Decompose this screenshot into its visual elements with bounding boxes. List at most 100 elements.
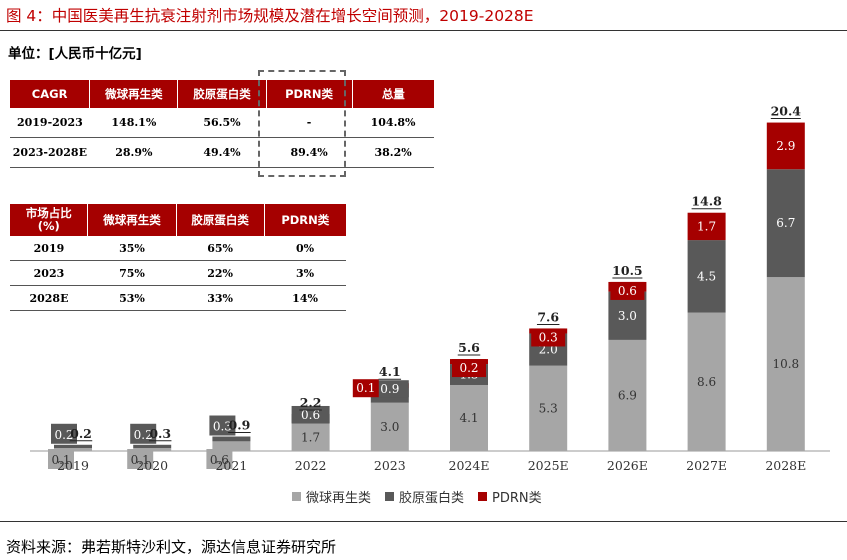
data-label: 6.9: [618, 388, 637, 402]
bar-segment: [687, 240, 726, 313]
table-cell: 65%: [176, 236, 265, 261]
data-label-box: [610, 281, 645, 300]
data-label-box: [127, 449, 154, 469]
data-label: 1.7: [697, 219, 716, 233]
bar-segment: [608, 339, 647, 451]
data-label: 0.2: [54, 428, 73, 442]
bar-segment: [291, 423, 330, 451]
table-cell: 3%: [264, 260, 346, 286]
cagr-header: 总量: [352, 80, 434, 108]
data-label: 2.9: [776, 139, 795, 153]
table-cell: 148.1%: [89, 108, 178, 138]
x-tick-label: 2022: [295, 458, 327, 473]
legend-swatch: [478, 492, 488, 501]
x-tick-label: 2028E: [765, 458, 806, 473]
x-tick-label: 2020: [136, 458, 168, 473]
cagr-header: 胶原蛋白类: [177, 80, 267, 108]
data-label: 0.1: [356, 381, 375, 395]
total-label: 2.2: [300, 395, 322, 410]
data-label: 8.6: [697, 375, 716, 389]
table-cell: 14%: [264, 285, 346, 311]
table-cell: 89.4%: [266, 137, 353, 168]
legend-item: PDRN类: [478, 487, 542, 506]
data-label: 0.1: [131, 453, 150, 467]
x-tick-label: 2027E: [686, 458, 727, 473]
data-label: 0.6: [301, 408, 320, 422]
table-cell: 2019-2023: [10, 108, 90, 138]
table-cell: 22%: [176, 260, 265, 286]
data-label: 1.7: [301, 430, 320, 444]
data-label: 5.3: [539, 401, 558, 415]
legend-item: 微球再生类: [292, 487, 371, 506]
data-label-box: [206, 449, 233, 469]
bar-segment: [212, 441, 251, 451]
share-header: PDRN类: [264, 204, 346, 236]
x-tick-label: 2019: [57, 458, 89, 473]
bar-segment: [370, 402, 409, 451]
data-label: 0.6: [618, 284, 637, 298]
cagr-table: CAGR 微球再生类 胶原蛋白类 PDRN类 总量 2019-2023 148.…: [10, 80, 434, 168]
data-label-box: [531, 328, 566, 347]
data-label-box: [452, 359, 486, 378]
total-label: 5.6: [458, 340, 480, 355]
table-cell: 0%: [264, 236, 346, 261]
table-row: 2019-2023 148.1% 56.5% - 104.8%: [10, 108, 434, 138]
legend-label: 胶原蛋白类: [399, 491, 465, 506]
share-header: 胶原蛋白类: [176, 204, 265, 236]
cagr-header: 微球再生类: [89, 80, 179, 108]
data-label: 3.0: [380, 420, 399, 434]
table-cell: 104.8%: [352, 108, 434, 138]
x-tick-label: 2025E: [528, 458, 569, 473]
table-cell: -: [266, 108, 353, 138]
legend-swatch: [292, 492, 301, 501]
total-label: 0.3: [149, 426, 171, 441]
data-label-box: [209, 415, 236, 436]
data-label: 6.7: [776, 216, 795, 230]
data-label-box: [51, 423, 77, 444]
legend-label: PDRN类: [492, 491, 542, 506]
legend-swatch: [385, 492, 395, 501]
table-row: 2023 75% 22% 3%: [10, 260, 346, 286]
total-label: 0.2: [70, 426, 92, 441]
bar-segment: [54, 444, 92, 448]
bar-segment: [766, 169, 805, 278]
x-tick-label: 2024E: [449, 458, 490, 473]
total-label: 20.4: [771, 104, 802, 119]
source-note: 资料来源：弗若斯特沙利文，源达信息证券研究所: [6, 538, 337, 556]
chart-legend: 微球再生类 胶原蛋白类 PDRN类: [292, 487, 542, 506]
bottom-rule: [0, 521, 847, 522]
data-label-box: [48, 449, 74, 469]
share-table: 市场占比 (%) 微球再生类 胶原蛋白类 PDRN类 2019 35% 65% …: [10, 204, 346, 311]
x-tick-label: 2026E: [607, 458, 648, 473]
pdrn-highlight-box: [258, 70, 346, 177]
table-row: 2019 35% 65% 0%: [10, 236, 346, 261]
cagr-header: PDRN类: [266, 80, 353, 108]
table-cell: 2019: [10, 236, 88, 261]
bar-segment: [687, 312, 726, 451]
data-label: 0.2: [134, 428, 153, 442]
data-label: 4.5: [697, 269, 716, 283]
legend-item: 胶原蛋白类: [385, 487, 464, 506]
data-label: 0.3: [539, 330, 558, 344]
data-label: 4.1: [459, 411, 478, 425]
table-cell: 35%: [87, 236, 177, 261]
data-label: 3.0: [618, 309, 637, 323]
bar-segment: [450, 384, 488, 451]
total-label: 10.5: [612, 263, 642, 278]
data-label-box: [370, 380, 409, 398]
data-label: 0.1: [51, 453, 70, 467]
table-cell: 28.9%: [89, 137, 178, 168]
data-label: 0.6: [210, 453, 229, 467]
figure-title: 图 4：中国医美再生抗衰注射剂市场规模及潜在增长空间预测，2019-2028E: [6, 7, 534, 25]
share-header: 微球再生类: [87, 204, 177, 236]
x-tick-label: 2023: [374, 458, 406, 473]
data-label: 0.9: [380, 382, 399, 396]
table-row: 2023-2028E 28.9% 49.4% 89.4% 38.2%: [10, 137, 434, 168]
table-cell: 2023: [10, 260, 88, 286]
table-cell: 38.2%: [352, 137, 434, 168]
table-cell: 75%: [87, 260, 177, 286]
data-label-box: [352, 379, 379, 398]
table-cell: 2028E: [10, 285, 88, 311]
data-label-box: [130, 423, 157, 444]
